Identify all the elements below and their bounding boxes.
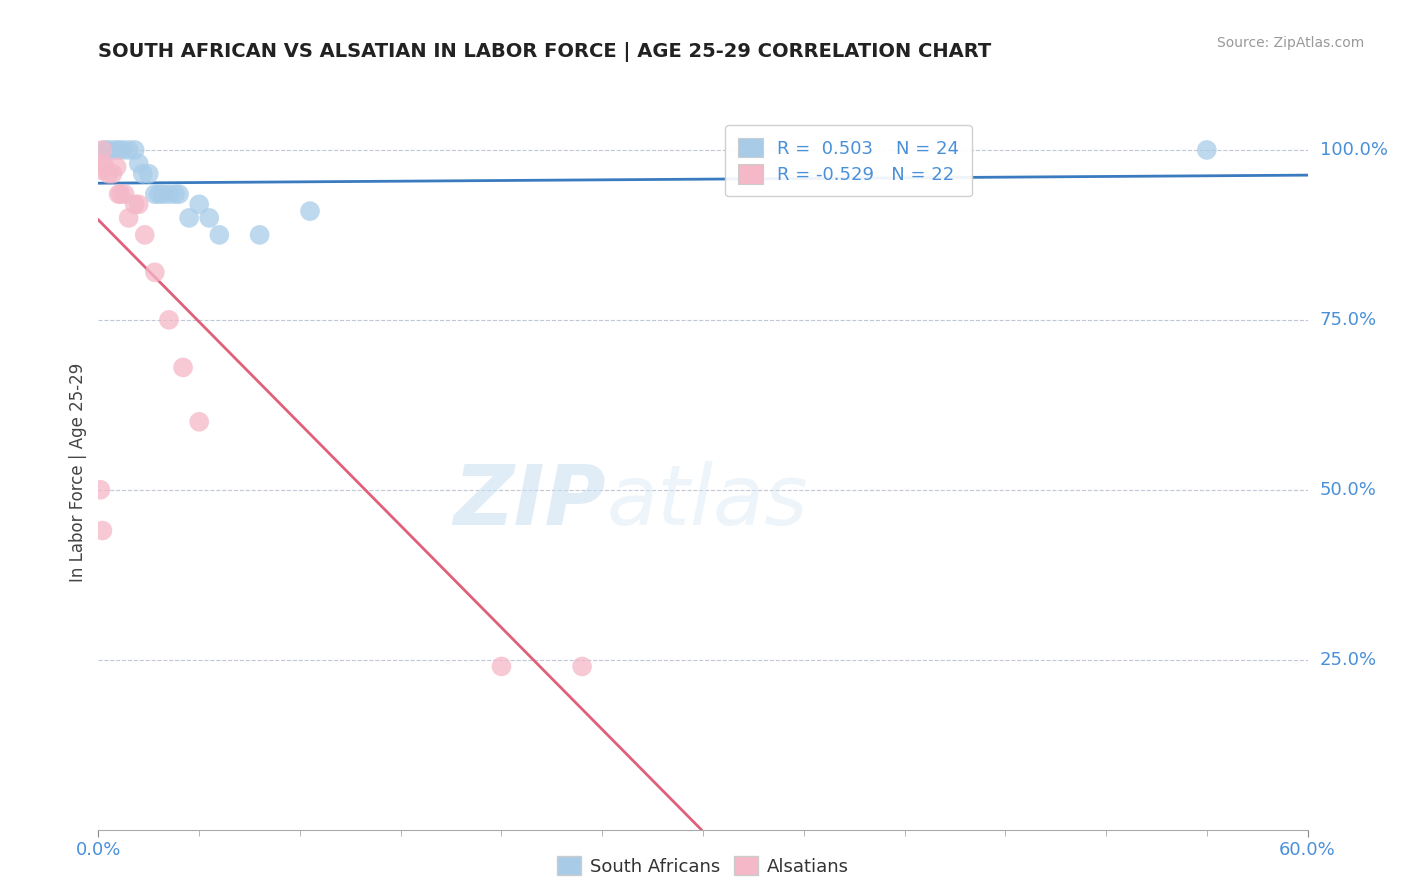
Point bbox=[103, 143, 125, 157]
Point bbox=[89, 483, 111, 497]
Point bbox=[93, 160, 115, 174]
Point bbox=[152, 187, 174, 202]
Point bbox=[157, 187, 180, 202]
Text: ZIP: ZIP bbox=[454, 461, 606, 541]
Point bbox=[111, 143, 134, 157]
Text: Source: ZipAtlas.com: Source: ZipAtlas.com bbox=[1216, 36, 1364, 50]
Point bbox=[172, 360, 194, 375]
Point bbox=[107, 187, 129, 202]
Point bbox=[163, 187, 186, 202]
Point bbox=[188, 197, 211, 211]
Point bbox=[101, 167, 124, 181]
Text: 25.0%: 25.0% bbox=[1320, 650, 1376, 669]
Y-axis label: In Labor Force | Age 25-29: In Labor Force | Age 25-29 bbox=[69, 363, 87, 582]
Point bbox=[93, 156, 115, 170]
Point bbox=[177, 211, 201, 225]
Point bbox=[138, 167, 160, 181]
Point bbox=[148, 187, 170, 202]
Text: 100.0%: 100.0% bbox=[1320, 141, 1388, 159]
Legend: South Africans, Alsatians: South Africans, Alsatians bbox=[548, 847, 858, 885]
Point bbox=[143, 187, 166, 202]
Point bbox=[134, 227, 156, 242]
Point bbox=[90, 163, 112, 178]
Point bbox=[114, 187, 136, 202]
Point bbox=[97, 167, 120, 181]
Text: 50.0%: 50.0% bbox=[1320, 481, 1376, 499]
Point bbox=[107, 143, 129, 157]
Point bbox=[198, 211, 221, 225]
Point bbox=[124, 143, 146, 157]
Point bbox=[91, 524, 114, 538]
Point bbox=[91, 143, 114, 157]
Point bbox=[128, 197, 150, 211]
Point bbox=[1195, 143, 1218, 157]
Point bbox=[118, 211, 141, 225]
Point bbox=[143, 265, 166, 279]
Point bbox=[188, 415, 211, 429]
Text: SOUTH AFRICAN VS ALSATIAN IN LABOR FORCE | AGE 25-29 CORRELATION CHART: SOUTH AFRICAN VS ALSATIAN IN LABOR FORCE… bbox=[98, 43, 991, 62]
Point bbox=[110, 187, 132, 202]
Point bbox=[249, 227, 271, 242]
Point bbox=[299, 204, 322, 219]
Point bbox=[208, 227, 231, 242]
Point bbox=[118, 143, 141, 157]
Text: 75.0%: 75.0% bbox=[1320, 310, 1376, 329]
Point bbox=[128, 156, 150, 170]
Point bbox=[132, 167, 155, 181]
Point bbox=[167, 187, 190, 202]
Point bbox=[97, 143, 120, 157]
Point bbox=[124, 197, 146, 211]
Point bbox=[105, 160, 128, 174]
Point bbox=[157, 313, 180, 327]
Point bbox=[93, 143, 115, 157]
Text: atlas: atlas bbox=[606, 461, 808, 541]
Point bbox=[491, 659, 513, 673]
Point bbox=[571, 659, 593, 673]
